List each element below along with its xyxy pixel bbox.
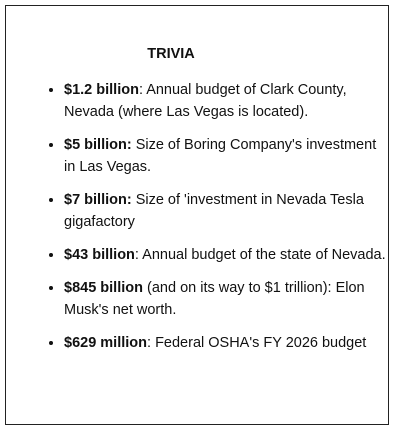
item-figure: $7 billion: bbox=[64, 192, 132, 208]
item-figure: $629 million bbox=[64, 335, 148, 351]
item-text: : Federal OSHA's FY 2026 budget bbox=[147, 335, 367, 351]
item-figure: $43 billion bbox=[64, 247, 135, 263]
item-figure: $5 billion: bbox=[64, 137, 132, 153]
trivia-list: $1.2 billion: Annual budget of Clark Cou… bbox=[40, 79, 386, 365]
trivia-item: $1.2 billion: Annual budget of Clark Cou… bbox=[64, 79, 386, 123]
trivia-box: TRIVIA $1.2 billion: Annual budget of Cl… bbox=[5, 5, 389, 425]
item-text: : Annual budget of Clark County, Nevada … bbox=[64, 82, 347, 120]
item-text: Size of Boring Company's investment in L… bbox=[64, 137, 377, 175]
item-text: : Annual budget of the state of Nevada. bbox=[134, 247, 386, 263]
item-text: Size of 'investment in Nevada Tesla giga… bbox=[64, 192, 364, 230]
trivia-item: $7 billion: Size of 'investment in Nevad… bbox=[64, 189, 386, 233]
trivia-item: $43 billion: Annual budget of the state … bbox=[64, 244, 386, 266]
title: TRIVIA bbox=[147, 46, 195, 62]
trivia-item: $5 billion: Size of Boring Company's inv… bbox=[64, 134, 386, 178]
trivia-item: $845 billion (and on its way to $1 trill… bbox=[64, 277, 386, 321]
item-figure: $1.2 billion bbox=[64, 82, 139, 98]
trivia-item: $629 million: Federal OSHA's FY 2026 bud… bbox=[64, 332, 386, 354]
item-figure: $845 billion bbox=[64, 280, 143, 296]
item-text: (and on its way to $1 trillion): Elon Mu… bbox=[64, 280, 365, 318]
